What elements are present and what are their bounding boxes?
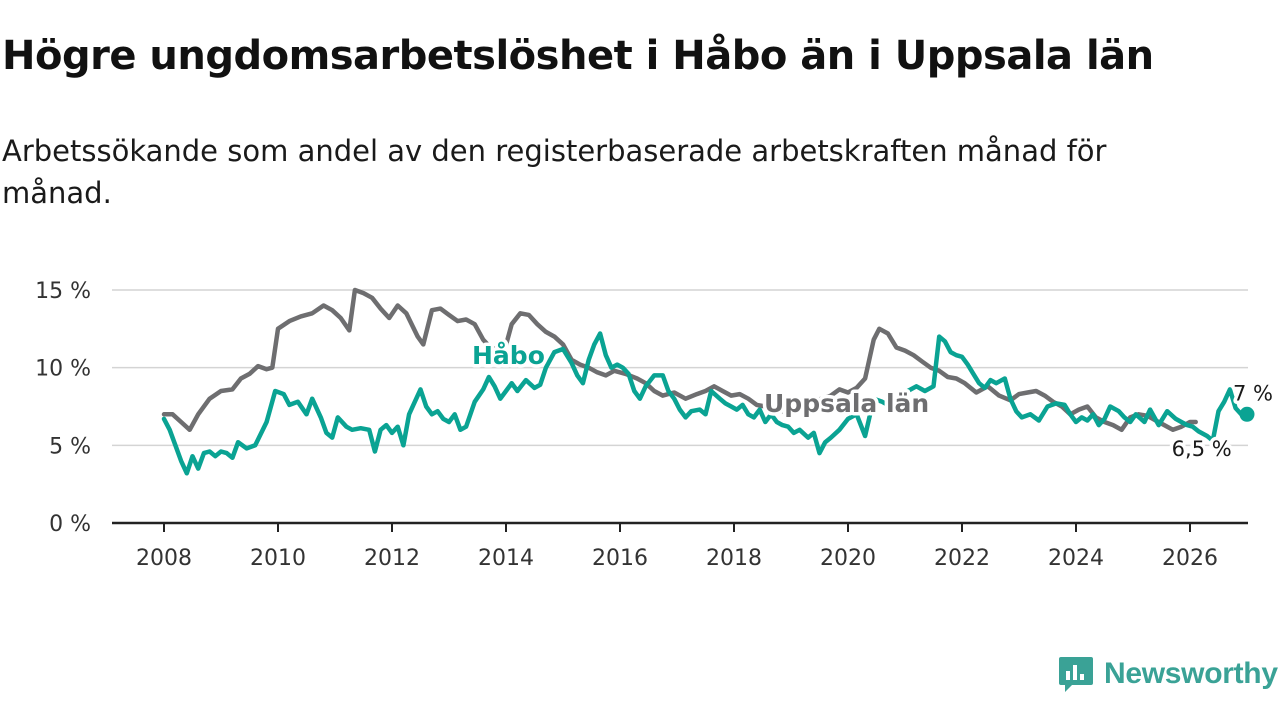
gridlines [112,289,1248,447]
x-tick-label: 2008 [136,546,192,571]
series-label-habo: Håbo [472,341,545,370]
y-tick-label: 5 % [49,434,91,459]
y-tick-label: 10 % [35,357,91,382]
endpoint-marker-habo [1239,406,1255,422]
end-label-uppsala: 6,5 % [1172,437,1232,461]
series-lines [161,287,1255,476]
y-tick-label: 0 % [49,512,91,537]
y-axis-tick-labels: 0 % 5 % 10 % 15 % [35,279,91,537]
page-subtitle: Arbetssökande som andel av den registerb… [2,134,1107,210]
series-label-uppsala: Uppsala län [764,389,929,418]
page-title: Högre ungdomsarbetslöshet i Håbo än i Up… [2,33,1154,79]
x-tick-label: 2010 [250,546,306,571]
x-tick-label: 2014 [478,546,534,571]
series-labels: Håbo Uppsala län 7 % 6,5 % [469,338,1277,465]
x-tick-label: 2016 [592,546,648,571]
series-line-uppsala [161,287,1198,433]
x-axis: 2008 2010 2012 2014 2016 2018 2020 2022 2024 2026 [112,521,1248,571]
x-tick-label: 2020 [820,546,876,571]
x-tick-label: 2022 [934,546,990,571]
bar-chart-logo-icon [1058,655,1094,693]
line-chart: 0 %5 %10 %15 % 2008 2010 2012 2014 2016 2018 2… [35,279,1277,571]
x-tick-label: 2024 [1048,546,1104,571]
series-line-habo [161,331,1250,476]
end-label-habo: 7 % [1233,381,1273,405]
x-tick-label: 2018 [706,546,762,571]
y-tick-label: 15 % [35,279,91,304]
x-tick-label: 2026 [1162,546,1218,571]
brand-logo: Newsworthy [1058,654,1278,694]
x-tick-label: 2012 [364,546,420,571]
brand-name: Newsworthy [1104,657,1278,690]
